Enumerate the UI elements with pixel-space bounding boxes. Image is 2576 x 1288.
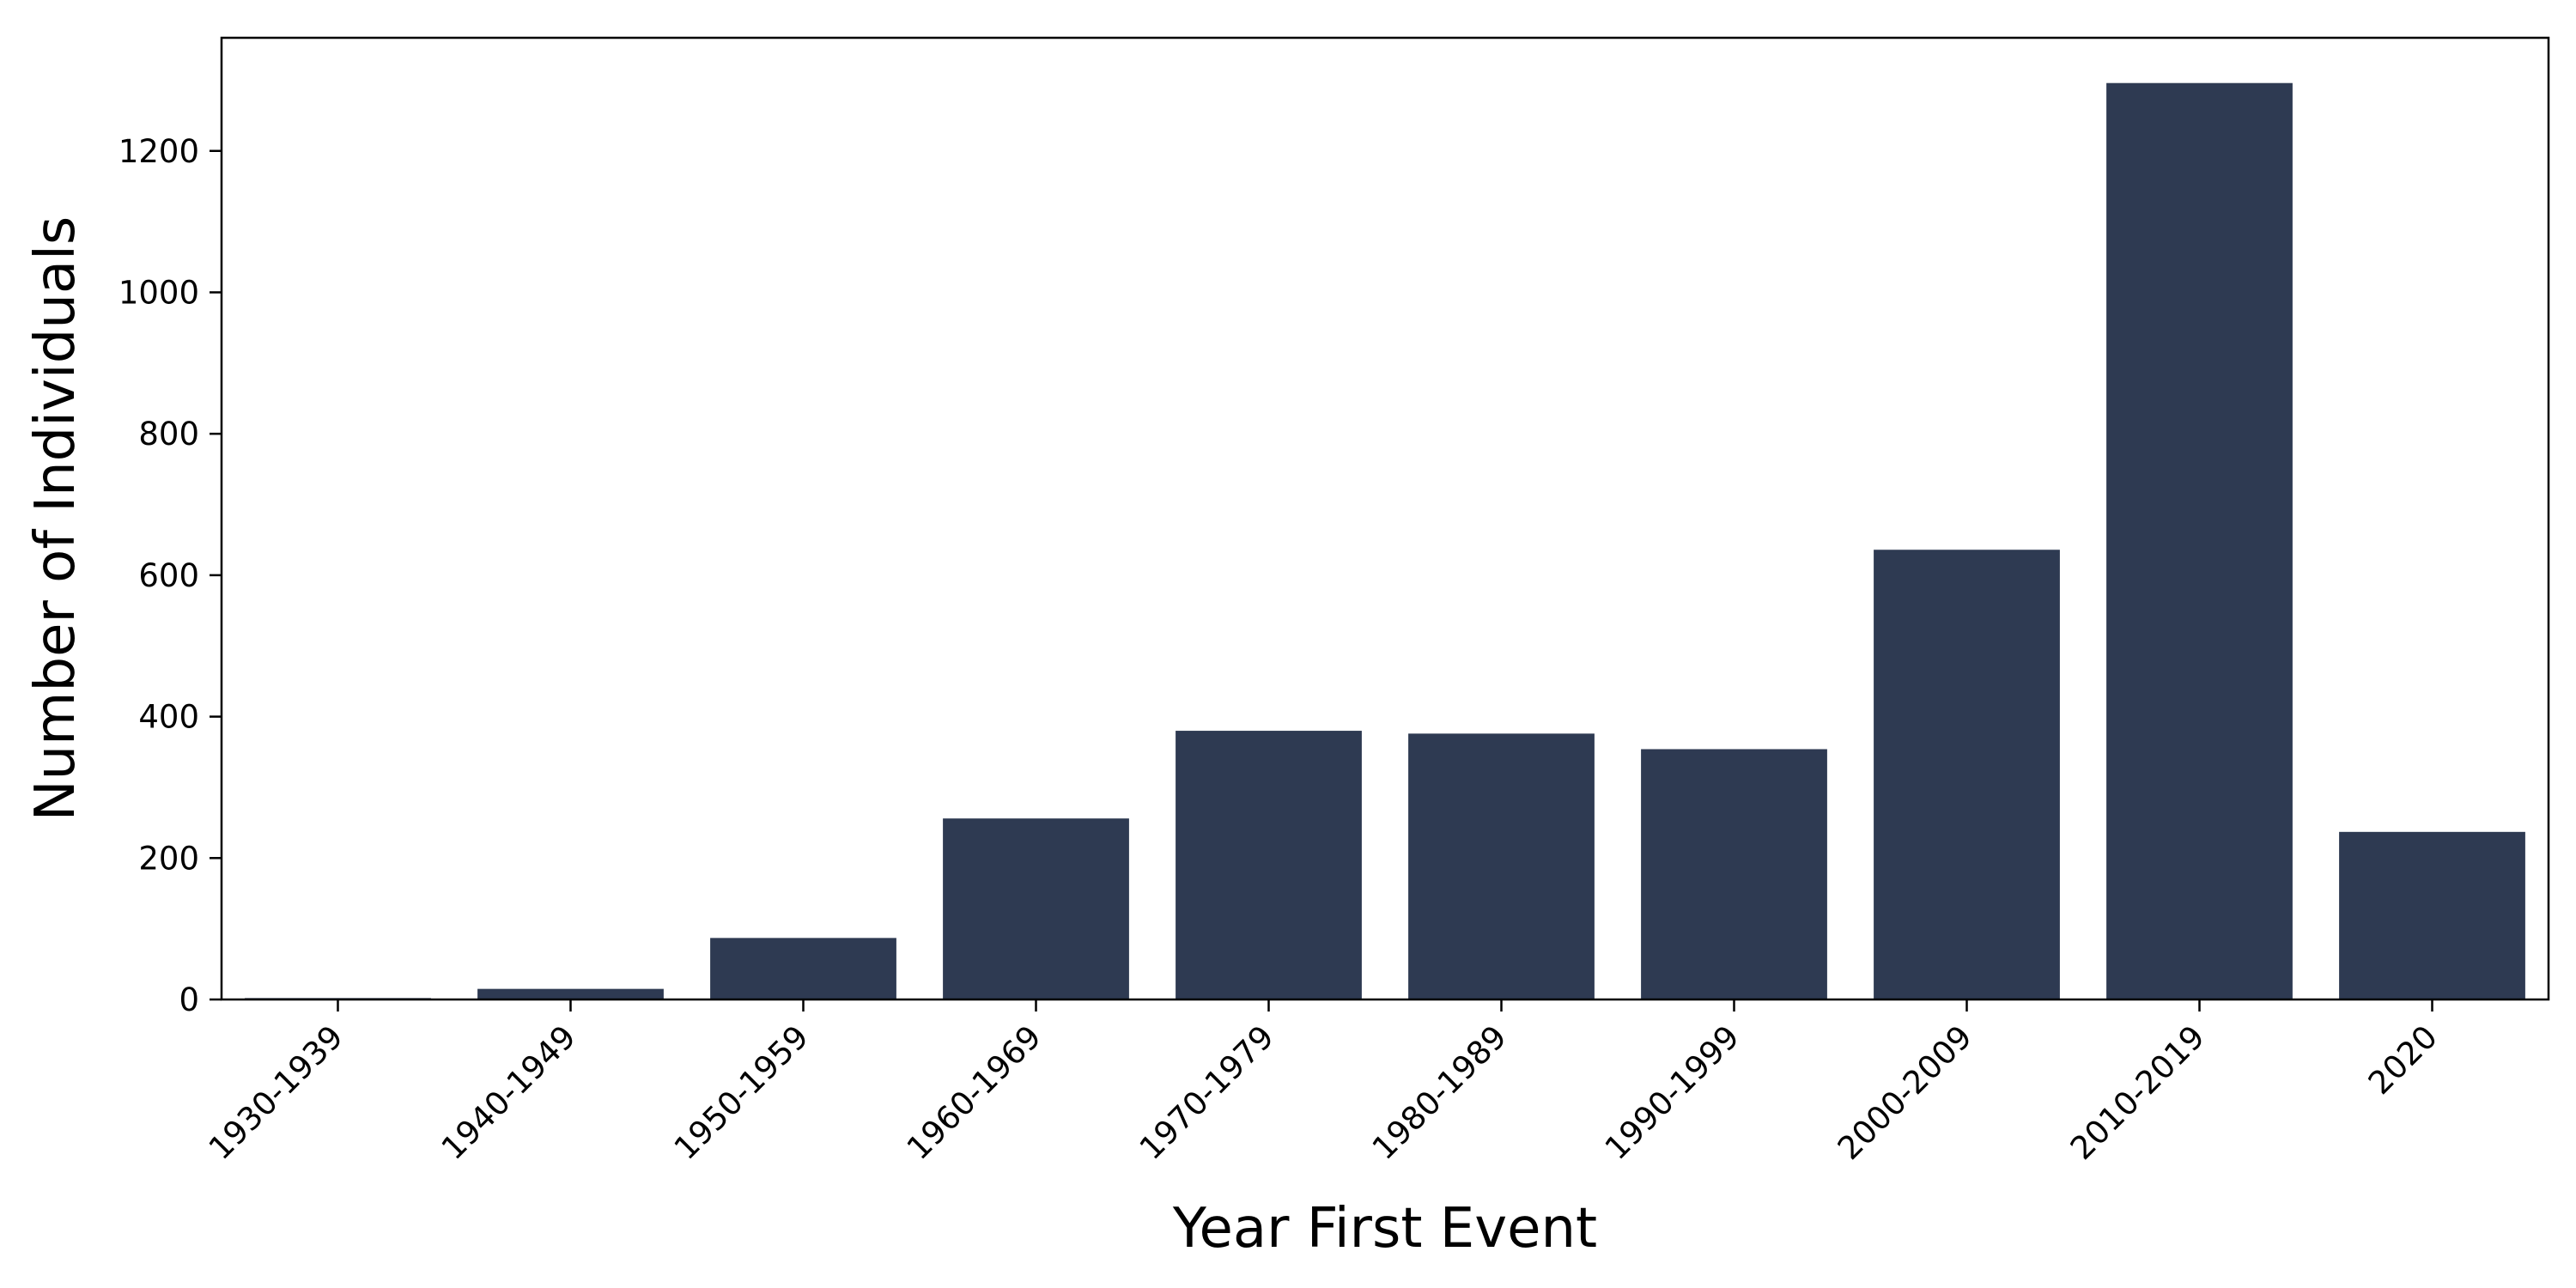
- x-tick-label: 1940-1949: [434, 1018, 583, 1167]
- x-tick-label: 1990-1999: [1598, 1018, 1747, 1167]
- bars-layer: [245, 82, 2525, 1000]
- x-tick-label: 2000-2009: [1831, 1018, 1979, 1167]
- x-tick-label: 1950-1959: [667, 1018, 816, 1167]
- y-tick-label: 800: [138, 416, 199, 453]
- x-tick-label: 1960-1969: [900, 1018, 1048, 1167]
- bar-1960-1969: [943, 818, 1129, 999]
- y-axis-title: Number of Individuals: [24, 216, 88, 822]
- y-tick-label: 600: [138, 557, 199, 594]
- bar-1980-1989: [1408, 733, 1595, 999]
- bar-1950-1959: [710, 938, 896, 999]
- y-tick-label: 0: [179, 981, 199, 1018]
- plot-area-frame: [220, 36, 2550, 1001]
- y-tick-label: 400: [138, 699, 199, 736]
- x-tick-label: 1930-1939: [202, 1018, 350, 1167]
- bar-1990-1999: [1641, 749, 1827, 999]
- x-axis-title: Year First Event: [1172, 1197, 1597, 1261]
- x-tick-label: 2010-2019: [2063, 1018, 2212, 1167]
- bar-1970-1979: [1176, 731, 1362, 999]
- x-tick-label: 2020: [2361, 1018, 2445, 1102]
- bar-1940-1949: [477, 988, 664, 999]
- bar-2000-2009: [1874, 550, 2060, 999]
- bar-2020: [2339, 831, 2525, 999]
- y-tick-label: 1000: [118, 274, 199, 311]
- y-axis: 0 200 400 600 800 1000 1200: [118, 133, 222, 1018]
- x-tick-label: 1970-1979: [1133, 1018, 1281, 1167]
- bar-2010-2019: [2106, 82, 2293, 1000]
- y-tick-label: 200: [138, 840, 199, 877]
- x-tick-label: 1980-1989: [1365, 1018, 1514, 1167]
- y-tick-label: 1200: [118, 133, 199, 170]
- x-axis: 1930-1939 1940-1949 1950-1959 1960-1969 1970…: [202, 999, 2445, 1167]
